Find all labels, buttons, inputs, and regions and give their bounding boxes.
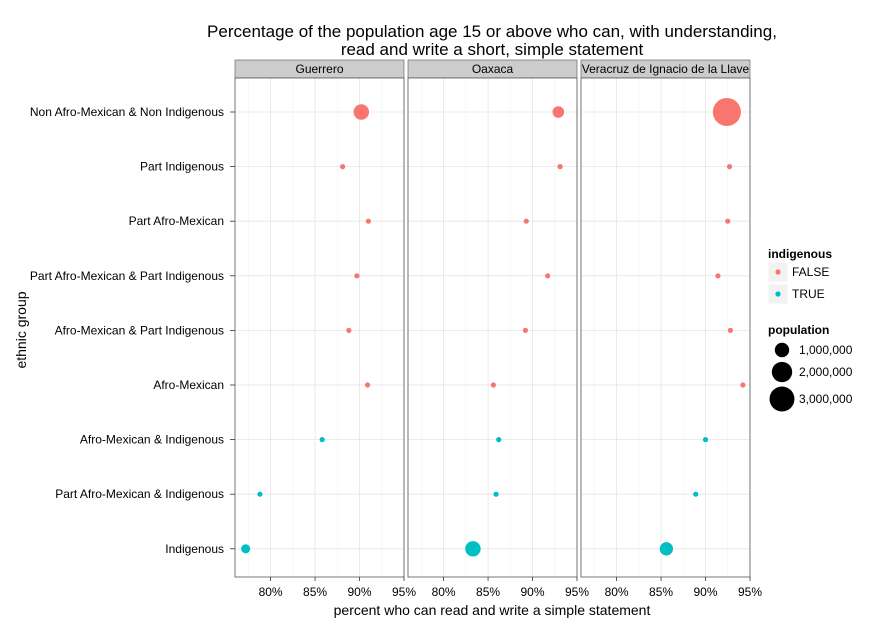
chart-title-line-2: read and write a short, simple statement bbox=[341, 40, 644, 59]
y-tick-label: Part Afro-Mexican & Indigenous bbox=[55, 487, 224, 501]
data-point bbox=[257, 491, 263, 497]
data-point bbox=[496, 437, 502, 443]
data-point bbox=[365, 218, 372, 224]
x-tick-label: 95% bbox=[738, 585, 762, 599]
y-tick-label: Afro-Mexican & Part Indigenous bbox=[55, 323, 224, 337]
x-tick-label: 95% bbox=[392, 585, 416, 599]
data-point bbox=[552, 106, 565, 118]
x-tick-label: 90% bbox=[694, 585, 718, 599]
data-point bbox=[702, 437, 709, 443]
legend-label: TRUE bbox=[792, 287, 825, 301]
y-tick-label: Non Afro-Mexican & Non Indigenous bbox=[30, 105, 224, 119]
facet-strip-label: Guerrero bbox=[295, 62, 343, 76]
data-point bbox=[319, 437, 325, 443]
facet-panel: Guerrero 80% 85% 90% 95% bbox=[234, 59, 416, 599]
data-point bbox=[740, 382, 746, 388]
y-tick-label: Indigenous bbox=[165, 542, 224, 556]
panel-background bbox=[581, 78, 750, 577]
chart-title-line-1: Percentage of the population age 15 or a… bbox=[207, 22, 777, 41]
y-tick-label: Afro-Mexican & Indigenous bbox=[80, 433, 224, 447]
legend-size-title: population bbox=[768, 323, 829, 337]
x-tick-label: 90% bbox=[348, 585, 372, 599]
x-tick-label: 85% bbox=[303, 585, 327, 599]
legend-size-label: 2,000,000 bbox=[799, 365, 853, 379]
y-tick-label: Part Afro-Mexican bbox=[129, 214, 224, 228]
x-tick-label: 90% bbox=[521, 585, 545, 599]
y-tick-label: Part Indigenous bbox=[140, 160, 224, 174]
x-tick-label: 95% bbox=[565, 585, 589, 599]
data-point bbox=[465, 541, 481, 557]
data-point bbox=[522, 327, 529, 333]
y-tick-label: Part Afro-Mexican & Part Indigenous bbox=[30, 269, 224, 283]
data-point bbox=[340, 164, 346, 170]
data-point bbox=[727, 327, 734, 333]
panel-background bbox=[235, 78, 404, 577]
x-axis-title: percent who can read and write a simple … bbox=[334, 602, 651, 618]
y-tick-label: Afro-Mexican bbox=[153, 378, 224, 392]
facet-panel: Veracruz de Ignacio de la Llave 80% 85% 90%… bbox=[580, 59, 762, 599]
legend: indigenous FALSE TRUE population 1,000,000 2,… bbox=[767, 247, 853, 412]
data-point bbox=[545, 273, 551, 279]
legend-size-swatch bbox=[774, 342, 790, 358]
x-tick-label: 80% bbox=[259, 585, 283, 599]
data-point bbox=[712, 97, 741, 127]
y-axis-category-labels: Non Afro-Mexican & Non Indigenous Part In… bbox=[30, 105, 235, 556]
legend-size-swatch bbox=[769, 386, 795, 412]
data-point bbox=[353, 104, 370, 120]
data-point bbox=[354, 273, 360, 279]
data-point bbox=[725, 218, 731, 224]
data-point bbox=[523, 218, 529, 224]
x-tick-label: 80% bbox=[605, 585, 629, 599]
data-point bbox=[241, 544, 251, 554]
data-point bbox=[557, 164, 563, 170]
panel-border bbox=[407, 77, 578, 578]
facet-panel: Oaxaca 80% 85% 90% 95% bbox=[407, 59, 589, 599]
panel-background bbox=[408, 78, 577, 577]
legend-size-label: 1,000,000 bbox=[799, 343, 853, 357]
panel-border bbox=[580, 77, 751, 578]
data-point bbox=[490, 382, 496, 388]
legend-color-title: indigenous bbox=[768, 247, 832, 261]
data-point bbox=[493, 491, 499, 497]
legend-swatch bbox=[775, 291, 781, 297]
data-point bbox=[659, 542, 674, 556]
x-tick-label: 85% bbox=[476, 585, 500, 599]
data-point bbox=[693, 491, 699, 497]
y-axis-title: ethnic group bbox=[13, 291, 29, 368]
facet-strip-label: Veracruz de Ignacio de la Llave bbox=[582, 62, 750, 76]
legend-swatch bbox=[775, 269, 781, 275]
data-point bbox=[364, 382, 371, 388]
data-point bbox=[346, 327, 352, 333]
data-point bbox=[726, 164, 733, 170]
panel-border bbox=[234, 77, 405, 578]
facet-strip-label: Oaxaca bbox=[472, 62, 514, 76]
legend-size-swatch bbox=[771, 361, 793, 383]
legend-label: FALSE bbox=[792, 265, 829, 279]
x-tick-label: 80% bbox=[432, 585, 456, 599]
legend-size-label: 3,000,000 bbox=[799, 392, 853, 406]
data-point bbox=[715, 273, 721, 279]
x-tick-label: 85% bbox=[649, 585, 673, 599]
gridlines bbox=[408, 78, 578, 577]
